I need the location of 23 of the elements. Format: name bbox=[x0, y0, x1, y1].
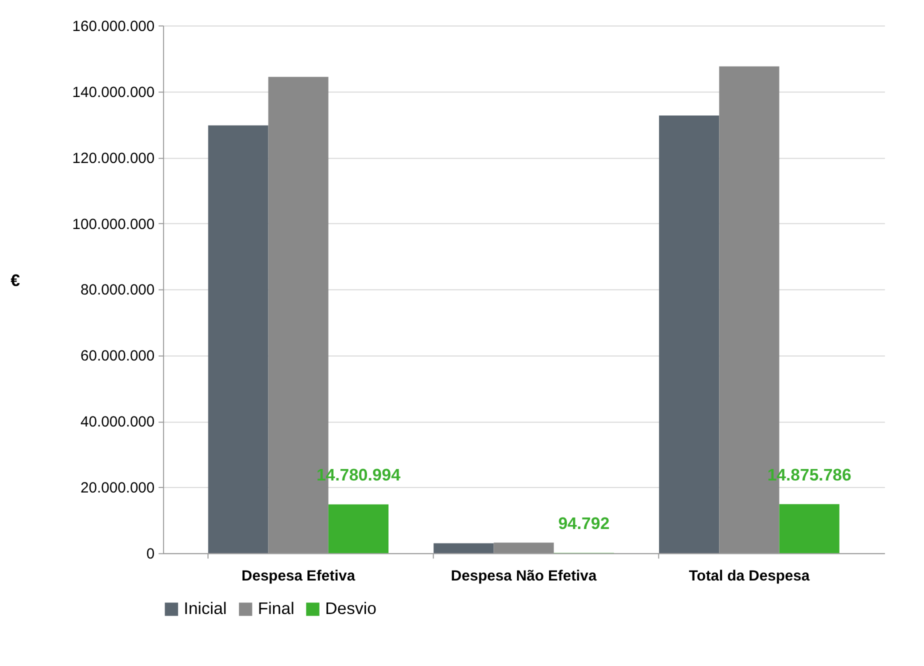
y-tick-label: 160.000.000 bbox=[72, 18, 155, 35]
x-tick-label: Despesa Não Efetiva bbox=[450, 568, 598, 584]
y-tick-label: 80.000.000 bbox=[80, 282, 155, 299]
legend-label: Inicial bbox=[184, 599, 227, 618]
y-tick-label: 20.000.000 bbox=[80, 480, 155, 497]
y-tick-label: 40.000.000 bbox=[80, 414, 155, 431]
y-tick-label: 60.000.000 bbox=[80, 348, 155, 365]
legend-label: Desvio bbox=[325, 599, 376, 618]
y-tick-label: 140.000.000 bbox=[72, 84, 155, 101]
x-tick-label: Despesa Efetiva bbox=[242, 568, 356, 584]
bar bbox=[328, 504, 388, 554]
y-tick-label: 0 bbox=[146, 546, 155, 563]
bar bbox=[208, 125, 268, 554]
data-label: 94.792 bbox=[558, 514, 610, 534]
legend-label: Final bbox=[258, 599, 294, 618]
bar bbox=[494, 542, 554, 554]
y-tick-label: 120.000.000 bbox=[72, 150, 155, 167]
bar bbox=[434, 543, 494, 554]
y-axis-title: € bbox=[10, 270, 21, 290]
y-tick-label: 100.000.000 bbox=[72, 216, 155, 233]
bar bbox=[659, 115, 720, 554]
bar bbox=[779, 504, 840, 554]
x-tick-label: Total da Despesa bbox=[688, 568, 810, 584]
